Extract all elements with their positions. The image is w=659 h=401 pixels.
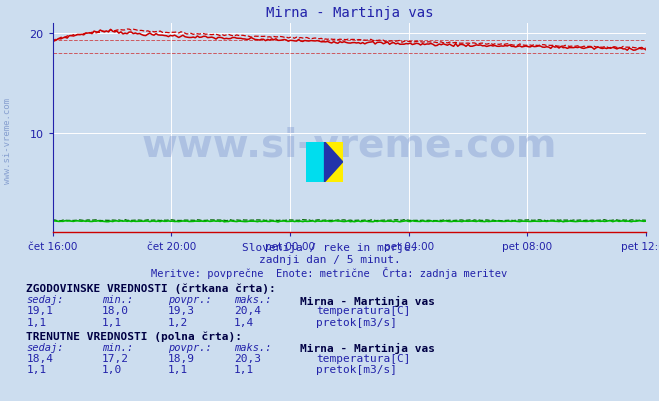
Polygon shape [325,142,343,182]
Text: 1,0: 1,0 [102,364,123,374]
Text: sedaj:: sedaj: [26,342,64,352]
Text: sedaj:: sedaj: [26,295,64,305]
Text: Mirna - Martinja vas: Mirna - Martinja vas [300,295,435,306]
Text: TRENUTNE VREDNOSTI (polna črta):: TRENUTNE VREDNOSTI (polna črta): [26,331,243,341]
Text: 1,1: 1,1 [168,364,188,374]
Text: 18,0: 18,0 [102,306,129,316]
Text: maks.:: maks.: [234,342,272,352]
Text: 1,1: 1,1 [26,364,47,374]
Text: 1,1: 1,1 [234,364,254,374]
Polygon shape [325,142,343,182]
Text: 20,4: 20,4 [234,306,261,316]
Text: Mirna - Martinja vas: Mirna - Martinja vas [300,342,435,352]
Text: maks.:: maks.: [234,295,272,305]
Text: temperatura[C]: temperatura[C] [316,353,411,363]
Text: pretok[m3/s]: pretok[m3/s] [316,317,397,327]
Text: pretok[m3/s]: pretok[m3/s] [316,364,397,374]
Text: Meritve: povprečne  Enote: metrične  Črta: zadnja meritev: Meritve: povprečne Enote: metrične Črta:… [152,267,507,279]
Text: ZGODOVINSKE VREDNOSTI (črtkana črta):: ZGODOVINSKE VREDNOSTI (črtkana črta): [26,283,276,293]
Text: 1,1: 1,1 [26,317,47,327]
Text: povpr.:: povpr.: [168,342,212,352]
Text: www.si-vreme.com: www.si-vreme.com [3,97,13,183]
Text: temperatura[C]: temperatura[C] [316,306,411,316]
Text: povpr.:: povpr.: [168,295,212,305]
Text: min.:: min.: [102,295,133,305]
Text: 18,9: 18,9 [168,353,195,363]
Text: 1,4: 1,4 [234,317,254,327]
Text: 1,2: 1,2 [168,317,188,327]
Text: 19,1: 19,1 [26,306,53,316]
Text: 17,2: 17,2 [102,353,129,363]
Text: Slovenija / reke in morje.: Slovenija / reke in morje. [242,243,417,253]
Text: 1,1: 1,1 [102,317,123,327]
Text: 18,4: 18,4 [26,353,53,363]
Text: min.:: min.: [102,342,133,352]
Title: Mirna - Martinja vas: Mirna - Martinja vas [266,6,433,20]
Text: zadnji dan / 5 minut.: zadnji dan / 5 minut. [258,255,401,265]
Text: www.si-vreme.com: www.si-vreme.com [142,126,557,164]
Text: 19,3: 19,3 [168,306,195,316]
Polygon shape [306,142,325,182]
Text: 20,3: 20,3 [234,353,261,363]
